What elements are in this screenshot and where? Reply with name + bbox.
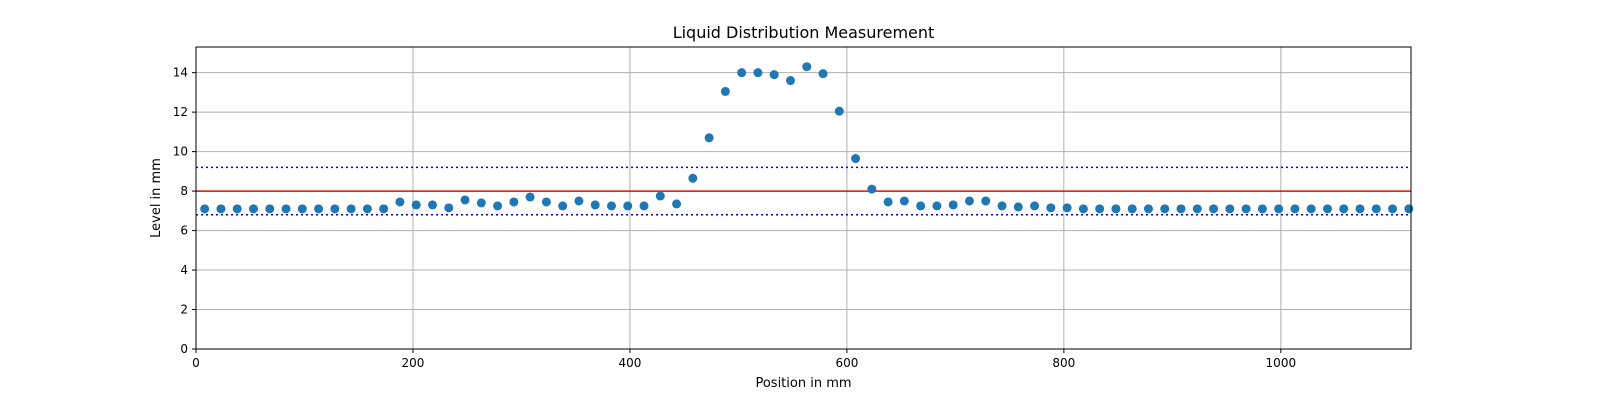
data-point xyxy=(1143,204,1153,214)
data-point xyxy=(395,197,405,207)
data-point xyxy=(1355,204,1365,214)
data-point xyxy=(916,201,926,211)
data-point xyxy=(818,69,828,79)
data-point xyxy=(411,200,421,210)
data-point xyxy=(672,199,682,209)
data-point xyxy=(753,68,763,78)
x-axis-label: Position in mm xyxy=(755,376,851,391)
data-point xyxy=(379,204,389,214)
data-point xyxy=(216,204,226,214)
data-point xyxy=(769,70,779,80)
data-point xyxy=(623,201,633,211)
data-point xyxy=(964,196,974,206)
data-point xyxy=(330,204,340,214)
data-point xyxy=(1388,204,1398,214)
data-point xyxy=(1030,201,1040,211)
data-point xyxy=(1257,204,1267,214)
data-point xyxy=(1209,204,1219,214)
data-point xyxy=(1241,204,1251,214)
data-points xyxy=(200,62,1414,214)
data-point xyxy=(655,191,665,201)
data-point xyxy=(1160,204,1170,214)
axis-ticks: 0 200 400 600 800 1000 0 2 4 6 8 10 12 14 xyxy=(173,66,1296,370)
data-point xyxy=(1322,204,1332,214)
data-point xyxy=(314,204,324,214)
data-point xyxy=(981,196,991,206)
data-point xyxy=(639,201,649,211)
data-point xyxy=(883,197,893,207)
data-point xyxy=(1111,204,1121,214)
data-point xyxy=(1371,204,1381,214)
data-point xyxy=(1274,204,1284,214)
data-point xyxy=(1339,204,1349,214)
data-point xyxy=(574,196,584,206)
data-point xyxy=(948,200,958,210)
data-point xyxy=(1127,204,1137,214)
data-point xyxy=(281,204,291,214)
data-point xyxy=(297,204,307,214)
data-point xyxy=(606,201,616,211)
data-point xyxy=(737,68,747,78)
x-tick-label: 1000 xyxy=(1266,356,1297,370)
data-point xyxy=(1176,204,1186,214)
y-tick-label: 4 xyxy=(180,263,188,277)
y-tick-label: 10 xyxy=(173,145,188,159)
data-point xyxy=(590,200,600,210)
data-point xyxy=(1306,204,1316,214)
data-point xyxy=(427,200,437,210)
plot-frame xyxy=(195,46,1412,350)
data-point xyxy=(493,201,503,211)
grid xyxy=(195,47,1411,350)
data-point xyxy=(785,76,795,86)
reference-lines xyxy=(196,166,1411,216)
y-tick-label: 2 xyxy=(180,303,188,317)
data-point xyxy=(1013,202,1023,212)
chart-title: Liquid Distribution Measurement xyxy=(673,23,935,42)
x-tick-label: 800 xyxy=(1052,356,1075,370)
data-point xyxy=(688,173,698,183)
data-point xyxy=(1046,203,1056,213)
data-point xyxy=(1225,204,1235,214)
data-point xyxy=(997,201,1007,211)
data-point xyxy=(346,204,356,214)
y-axis-label: Level in mm xyxy=(149,158,164,238)
data-point xyxy=(558,201,568,211)
y-tick-label: 0 xyxy=(180,342,188,356)
data-point xyxy=(460,195,470,205)
data-point xyxy=(541,197,551,207)
data-point xyxy=(362,204,372,214)
y-tick-label: 6 xyxy=(180,224,188,238)
data-point xyxy=(476,198,486,208)
data-point xyxy=(1062,203,1072,213)
x-tick-label: 0 xyxy=(192,356,200,370)
data-point xyxy=(867,184,877,194)
data-point xyxy=(802,62,812,72)
y-tick-label: 8 xyxy=(180,184,188,198)
y-tick-label: 14 xyxy=(173,66,188,80)
data-point xyxy=(232,204,242,214)
x-tick-label: 600 xyxy=(835,356,858,370)
x-tick-label: 400 xyxy=(618,356,641,370)
data-point xyxy=(720,86,730,96)
data-point xyxy=(834,106,844,116)
x-tick-label: 200 xyxy=(402,356,425,370)
data-point xyxy=(1078,204,1088,214)
data-point xyxy=(704,133,714,143)
data-point xyxy=(509,197,519,207)
data-point xyxy=(1095,204,1105,214)
data-point xyxy=(1192,204,1202,214)
data-point xyxy=(200,204,210,214)
y-tick-label: 12 xyxy=(173,105,188,119)
data-point xyxy=(525,192,535,202)
data-point xyxy=(932,201,942,211)
data-point xyxy=(1290,204,1300,214)
data-point xyxy=(248,204,258,214)
data-point xyxy=(1404,204,1414,214)
data-point xyxy=(899,196,909,206)
data-point xyxy=(265,204,275,214)
data-point xyxy=(851,154,861,164)
data-point xyxy=(444,203,454,213)
